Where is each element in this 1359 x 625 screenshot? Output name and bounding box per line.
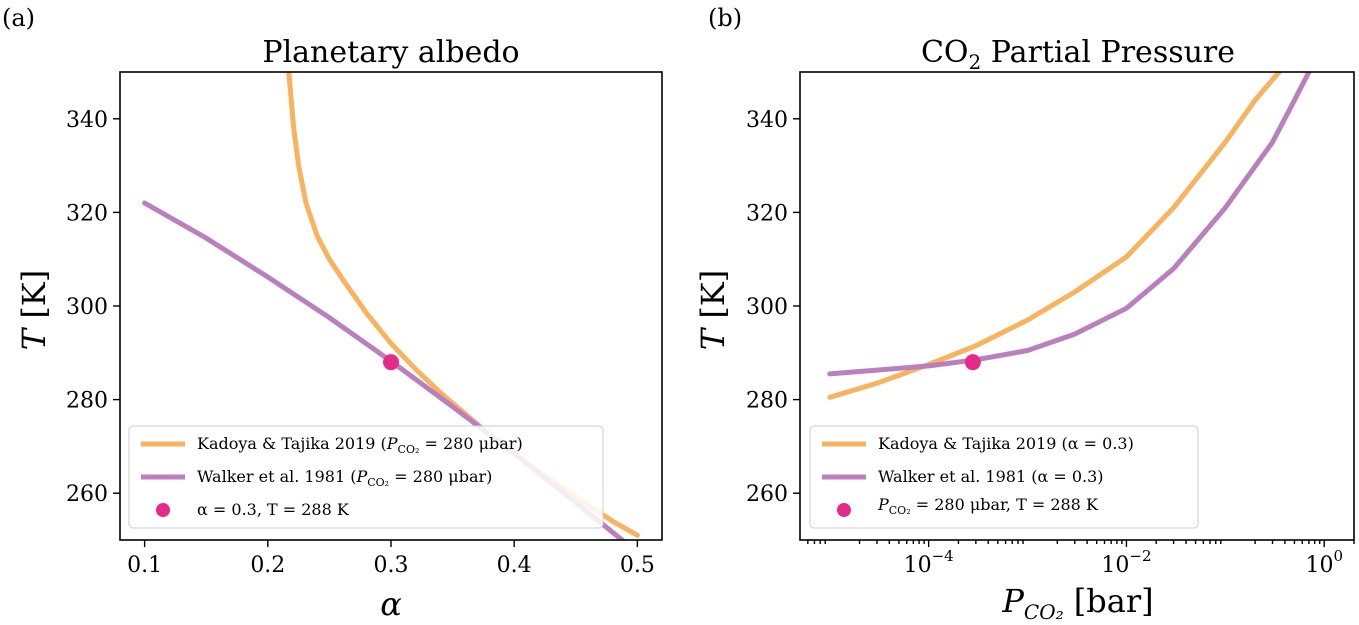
panel-b-legend-kadoya: Kadoya & Tajika 2019 (α = 0.3) (878, 434, 1134, 453)
panel-a-ylabel-unit: [K] (15, 270, 53, 329)
panel-b-xlabel-unit: [bar] (1064, 582, 1154, 620)
panel-a-legend-walker-pre: Walker et al. 1981 ( (197, 467, 356, 486)
panel-b-xlabel: PCO₂ [bar] (1001, 582, 1153, 624)
panel-a-xtick-label: 0.3 (374, 553, 409, 578)
panel-b-xlabel-symbol: P (1001, 582, 1024, 620)
panel-a-ylabel: T [K] (15, 270, 53, 350)
panel-a-xtick-label: 0.2 (250, 553, 285, 578)
panel-a-label: (a) (2, 4, 35, 32)
panel-a-ytick-label: 260 (66, 482, 108, 507)
panel-a-legend-point: α = 0.3, T = 288 K (197, 500, 350, 519)
panel-a-ytick-label: 320 (66, 201, 108, 226)
panel-b-series-walker (827, 72, 1312, 377)
panel-b-ylabel-unit: [K] (694, 270, 732, 329)
panel-b-xtick-exponent: 0 (1333, 547, 1343, 565)
panel-b-xtick-base: 10 (904, 553, 932, 578)
panel-b-legend-point-p: P (877, 495, 889, 514)
panel-b-ytick-label: 320 (746, 201, 788, 226)
panel-b-ytick-label: 340 (746, 108, 788, 133)
panel-a-legend-walker-post: = 280 μbar) (389, 467, 492, 486)
panel-a-xtick-label: 0.5 (620, 553, 655, 578)
panel-b-ytick-label: 260 (746, 482, 788, 507)
panel-a-xtick-label: 0.4 (497, 553, 532, 578)
panel-b-xtick-base: 10 (1101, 553, 1129, 578)
panel-b-legend: Kadoya & Tajika 2019 (α = 0.3) Walker et… (809, 425, 1199, 529)
panel-b-frame (799, 71, 1355, 541)
panel-b-xlabel-sub: CO₂ (1024, 600, 1064, 624)
panel-a-legend-kadoya: Kadoya & Tajika 2019 (PCO₂ = 280 μbar) (197, 434, 523, 456)
panel-a-legend-point-marker (156, 503, 170, 517)
panel-a-title: Planetary albedo (262, 35, 519, 70)
panel-b-series-kadoya (827, 72, 1282, 400)
panel-b-legend-point-post: = 280 μbar, T = 288 K (911, 495, 1099, 514)
panel-b-ylabel: T [K] (694, 270, 732, 350)
panel-b-xtick-label: 100 (1305, 547, 1343, 578)
panel-a-legend-walker-p: P (355, 467, 367, 486)
panel-a-legend-walker-sub: CO₂ (367, 476, 389, 489)
panel-b-xtick-base: 10 (1305, 553, 1333, 578)
panel-b-xtick-exponent: −4 (932, 547, 954, 565)
panel-a-ytick-label: 300 (66, 295, 108, 320)
panel-a-legend-box (128, 425, 604, 529)
panel-b-legend-point-sub: CO₂ (889, 504, 911, 517)
panel-b-xtick-label: 10−4 (904, 547, 954, 578)
panel-a-legend-kadoya-pre: Kadoya & Tajika 2019 ( (197, 434, 387, 453)
panel-b-ytick-label: 280 (746, 389, 788, 414)
panel-a-reference-point (383, 354, 399, 371)
panel-a-ticks: 260 280 300 320 340 0.1 0.2 0.3 0.4 0.5 (66, 108, 655, 578)
panel-b-legend-walker: Walker et al. 1981 (α = 0.3) (878, 467, 1104, 486)
panel-b-title: CO2 Partial Pressure (921, 35, 1235, 74)
panel-b-xtick-exponent: −2 (1129, 547, 1151, 565)
panel-b-legend-point-marker (837, 503, 851, 517)
panel-a-ylabel-symbol: T (15, 326, 53, 350)
panel-a-xtick-label: 0.1 (127, 553, 162, 578)
panel-a-legend-kadoya-p: P (386, 434, 398, 453)
panel-a-ytick-label: 340 (66, 108, 108, 133)
panel-b-title-main: CO (921, 35, 969, 70)
panel-b-legend-point: PCO₂ = 280 μbar, T = 288 K (877, 495, 1099, 517)
panel-a-legend: Kadoya & Tajika 2019 (PCO₂ = 280 μbar) W… (128, 425, 604, 529)
panel-b-plot-area (827, 72, 1312, 400)
panel-a: (a) Planetary albedo T [K] α 260 280 300 32… (2, 4, 663, 623)
panel-a-legend-kadoya-post: = 280 μbar) (419, 434, 522, 453)
panel-b-ylabel-symbol: T (694, 326, 732, 350)
panel-b-reference-point (964, 354, 981, 371)
panel-a-legend-walker: Walker et al. 1981 (PCO₂ = 280 μbar) (197, 467, 492, 489)
panel-a-xlabel: α (380, 585, 402, 623)
panel-b: (b) CO2 Partial Pressure T [K] PCO₂ [bar… (694, 4, 1355, 624)
panel-b-label: (b) (708, 4, 742, 32)
panel-b-title-sub: 2 (969, 50, 982, 74)
panel-b-ytick-label: 300 (746, 295, 788, 320)
panel-a-frame (119, 71, 663, 541)
panel-b-xtick-label: 10−2 (1101, 547, 1151, 578)
panel-a-ytick-label: 280 (66, 389, 108, 414)
panel-a-legend-kadoya-sub: CO₂ (398, 443, 420, 456)
panel-b-title-rest: Partial Pressure (981, 35, 1235, 70)
panel-b-legend-box (809, 425, 1199, 529)
